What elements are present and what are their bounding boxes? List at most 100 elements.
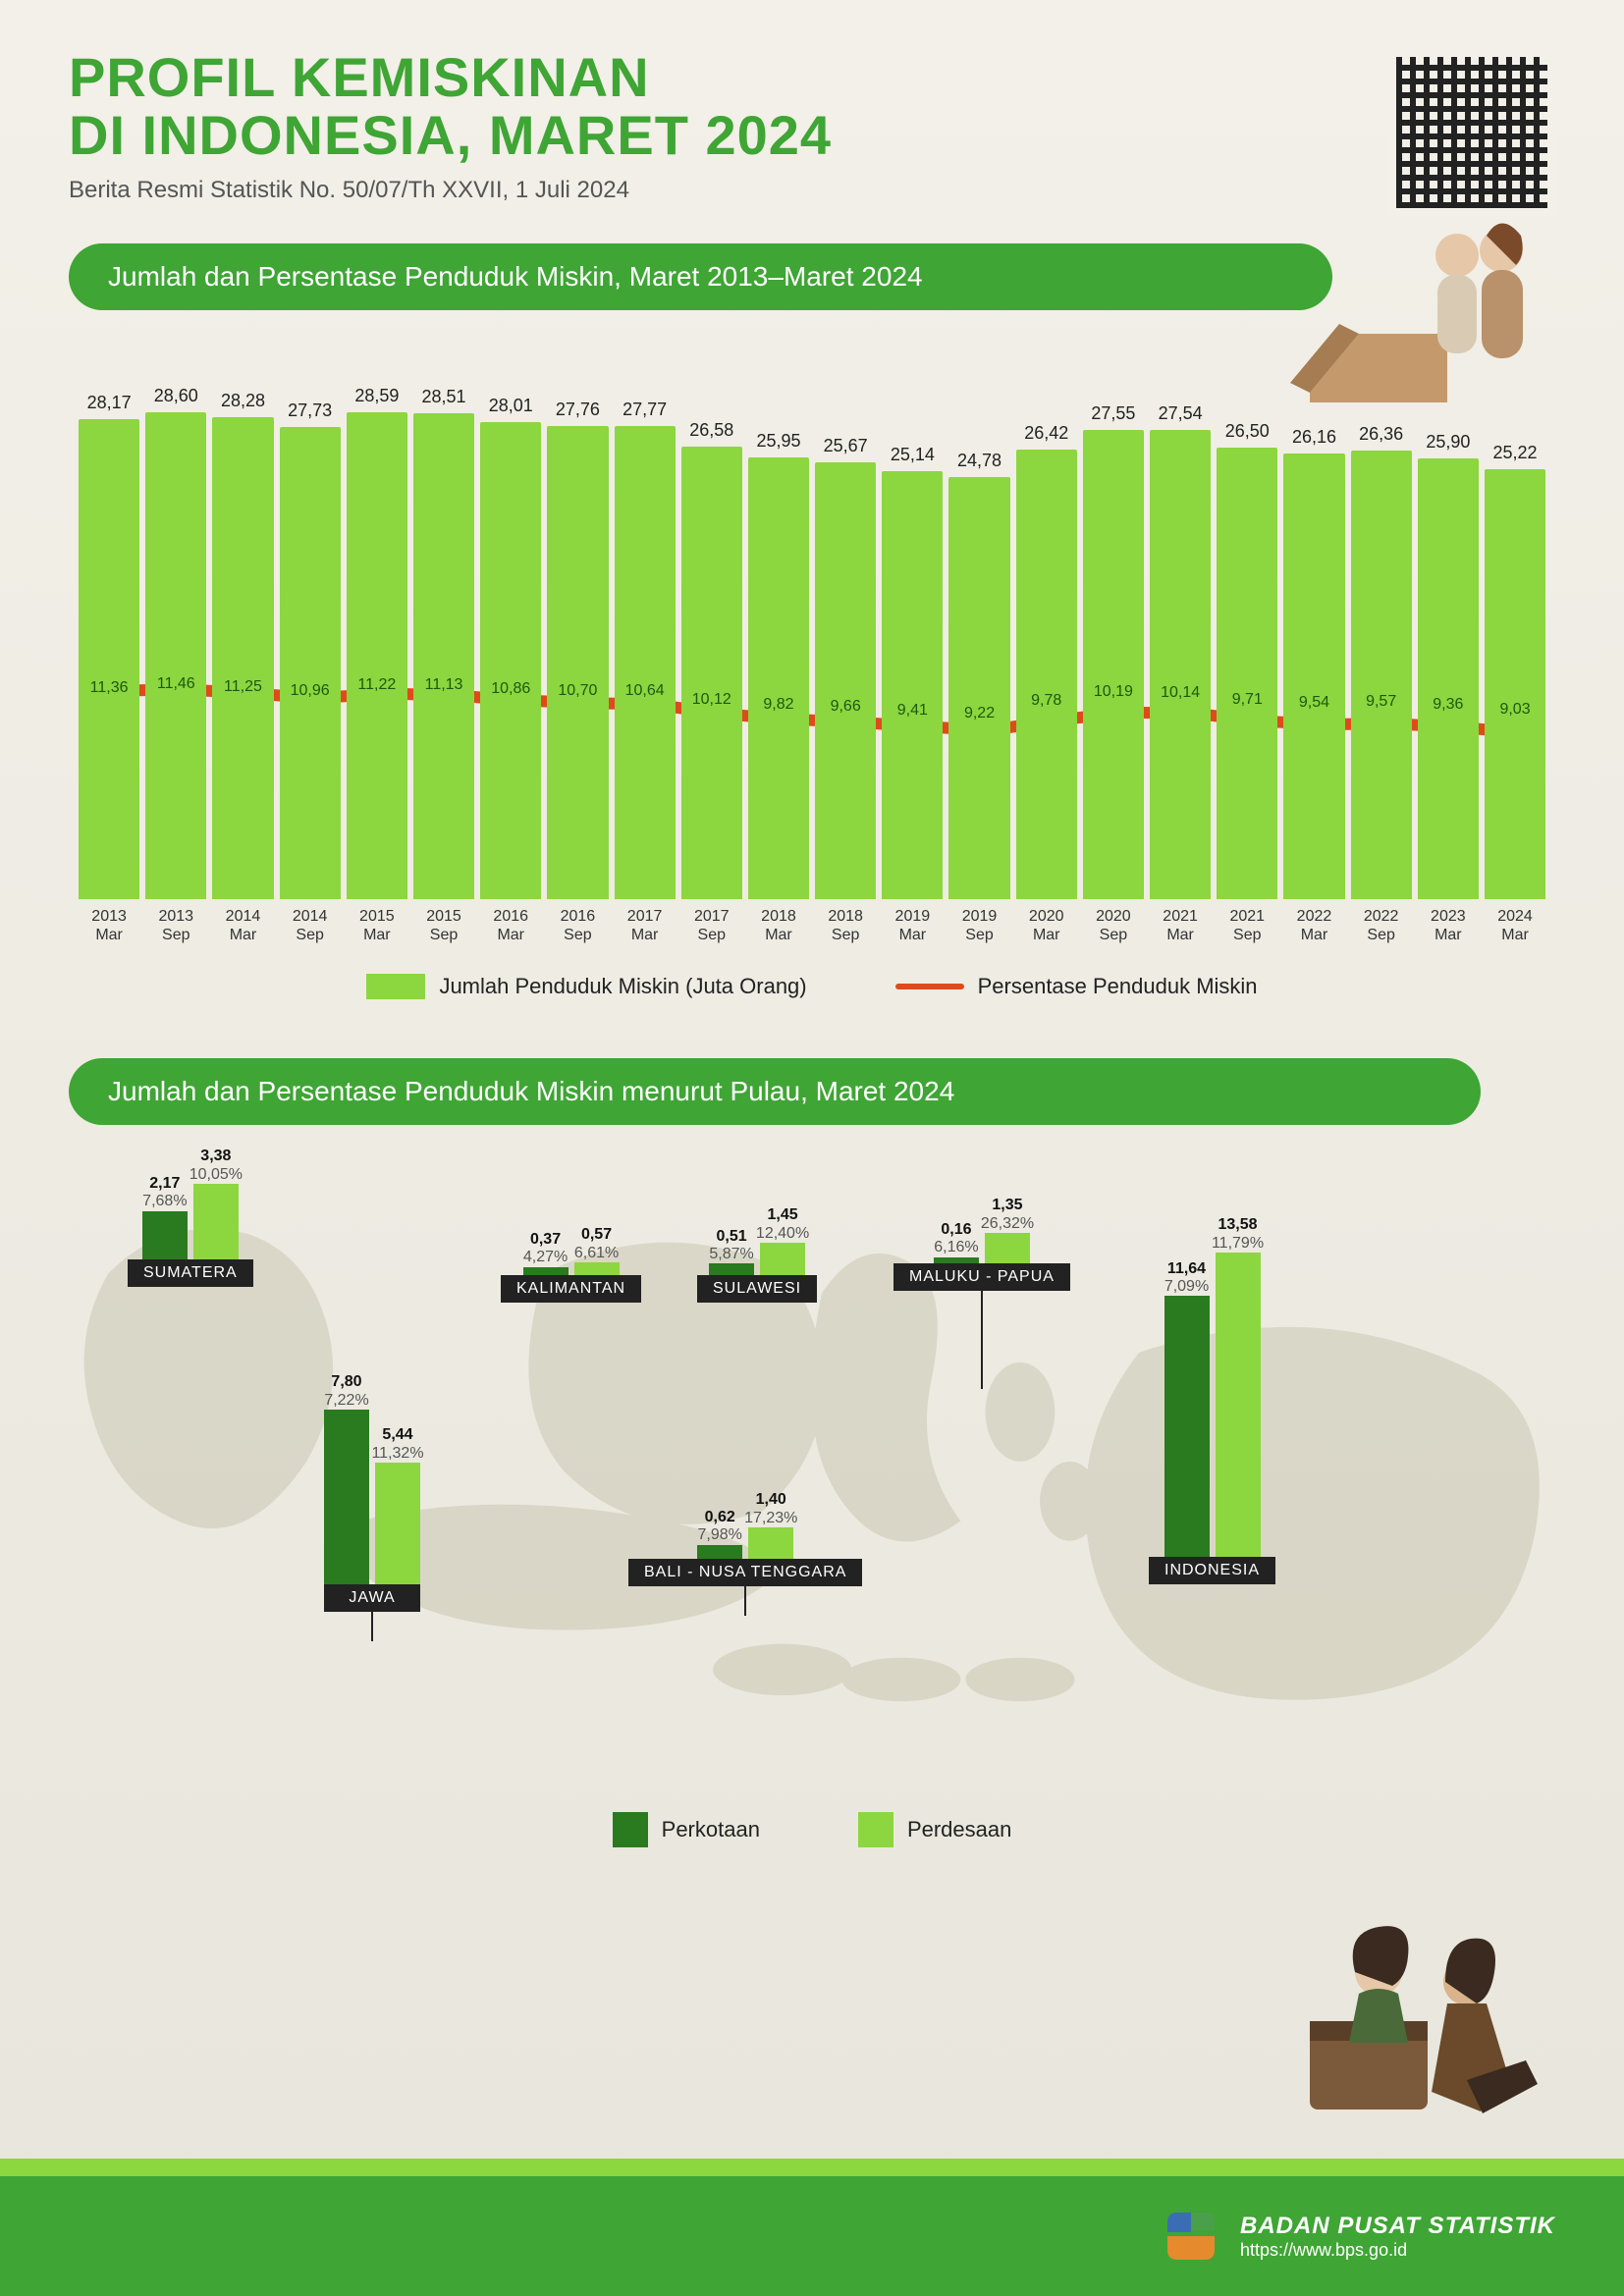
- legend-urban-label: Perkotaan: [662, 1817, 760, 1842]
- page-title: PROFIL KEMISKINAN DI INDONESIA, MARET 20…: [69, 49, 1555, 165]
- chart1-bars: 28,1711,3628,6011,4628,2811,2527,7310,96…: [69, 349, 1555, 899]
- chart1-bar: 9,03: [1485, 469, 1545, 898]
- header: PROFIL KEMISKINAN DI INDONESIA, MARET 20…: [69, 49, 1555, 204]
- chart1-bar-col: 26,509,71: [1217, 421, 1277, 898]
- legend-urban: Perkotaan: [613, 1812, 760, 1847]
- footer-strip: [0, 2159, 1624, 2176]
- qr-code-icon: [1388, 49, 1555, 216]
- chart1-bar-top-value: 27,55: [1091, 403, 1135, 424]
- chart1-bar-mid-value: 9,54: [1299, 694, 1329, 712]
- island-bars: 0,515,87%1,4512,40%: [709, 1243, 805, 1275]
- island-bar-light: 3,3810,05%: [193, 1184, 239, 1259]
- chart1-xlabel: 2013Sep: [145, 907, 206, 944]
- chart1-bar-mid-value: 9,71: [1232, 691, 1263, 709]
- island-bar-light: 1,4512,40%: [760, 1243, 805, 1275]
- chart1-bar: 9,71: [1217, 448, 1277, 898]
- island-chart-sulawesi: 0,515,87%1,4512,40%SULAWESI: [697, 1243, 817, 1303]
- legend-bar-swatch: [366, 974, 425, 999]
- chart1-xlabel: 2023Mar: [1418, 907, 1479, 944]
- island-bar-label: 0,627,98%: [698, 1509, 742, 1545]
- island-bar-light: 5,4411,32%: [375, 1463, 420, 1584]
- island-bar-label: 3,3810,05%: [189, 1148, 243, 1184]
- legend-rural: Perdesaan: [858, 1812, 1011, 1847]
- section2: Jumlah dan Persentase Penduduk Miskin me…: [69, 1058, 1555, 1847]
- chart1-bar-mid-value: 9,57: [1366, 693, 1396, 711]
- chart1-bar: 11,46: [145, 412, 206, 899]
- chart1-bar: 11,13: [413, 413, 474, 898]
- chart1-bar: 10,14: [1150, 430, 1211, 898]
- chart1-bar: 9,78: [1016, 450, 1077, 899]
- chart1-bar-col: 25,959,82: [748, 431, 809, 899]
- island-bar-label: 11,647,09%: [1164, 1260, 1209, 1297]
- legend-urban-swatch: [613, 1812, 648, 1847]
- chart1-bar-top-value: 28,60: [154, 386, 198, 406]
- chart1-bar: 11,22: [347, 412, 407, 899]
- chart1-bar-top-value: 27,54: [1159, 403, 1203, 424]
- chart1-bar-mid-value: 10,70: [558, 682, 597, 700]
- chart1-bar: 9,41: [882, 471, 943, 899]
- chart1-bar-col: 28,59 11,22: [347, 386, 407, 899]
- chart1-bar-top-value: 27,76: [556, 400, 600, 420]
- infographic-page: PROFIL KEMISKINAN DI INDONESIA, MARET 20…: [0, 0, 1624, 2296]
- island-bars: 0,166,16%1,3526,32%: [934, 1233, 1030, 1263]
- chart1-bar-col: 25,679,66: [815, 436, 876, 899]
- chart1-bar-col: 28,0110,86: [480, 396, 541, 899]
- island-bars: 2,177,68%3,3810,05%: [142, 1184, 239, 1259]
- chart1-bar-col: 26,429,78: [1016, 423, 1077, 899]
- chart1-bar-col: 28,1711,36: [79, 393, 139, 898]
- chart1-bar-mid-value: 9,03: [1499, 701, 1530, 719]
- chart1-xlabel: 2019Sep: [948, 907, 1009, 944]
- chart1-xlabel: 2016Mar: [480, 907, 541, 944]
- chart1-bar-top-value: 26,16: [1292, 427, 1336, 448]
- island-bar-label: 0,576,61%: [574, 1226, 619, 1262]
- chart1-xlabel: 2013Mar: [79, 907, 139, 944]
- chart1-bar-top-value: 28,59: [354, 386, 399, 406]
- chart1-bar-top-value: 26,36: [1359, 424, 1403, 445]
- bps-logo-icon: [1162, 2207, 1220, 2266]
- chart1-bar-col: 26,16 9,54: [1283, 427, 1344, 898]
- island-chart-bali-nusa-tenggara: 0,627,98%1,4017,23%BALI - NUSA TENGGARA: [628, 1527, 862, 1616]
- chart1-bar-col: 26,36 9,57: [1351, 424, 1412, 899]
- chart1-bar-col: 26,5810,12: [681, 420, 742, 899]
- island-bars: 0,374,27%0,576,61%: [523, 1262, 620, 1275]
- island-name-label: JAWA: [324, 1584, 420, 1612]
- island-name-label: INDONESIA: [1149, 1557, 1275, 1584]
- chart1-bar-col: 28,2811,25: [212, 391, 273, 898]
- island-bars: 11,647,09%13,5811,79%: [1164, 1253, 1261, 1557]
- chart1-bar-top-value: 24,78: [957, 451, 1001, 471]
- island-name-label: MALUKU - PAPUA: [893, 1263, 1070, 1291]
- island-bar-dark: 0,374,27%: [523, 1267, 568, 1275]
- island-chart-indonesia: 11,647,09%13,5811,79%INDONESIA: [1149, 1253, 1275, 1584]
- title-line1: PROFIL KEMISKINAN: [69, 46, 650, 108]
- chart1-xlabel: 2021Mar: [1150, 907, 1211, 944]
- chart1-bar-mid-value: 10,12: [692, 691, 731, 709]
- chart1-bar-col: 27,5510,19: [1083, 403, 1144, 899]
- chart1-xlabel: 2014Sep: [280, 907, 341, 944]
- chart1-bar: 10,86: [480, 422, 541, 899]
- chart1-xlabel: 2022Sep: [1351, 907, 1412, 944]
- island-chart-kalimantan: 0,374,27%0,576,61%KALIMANTAN: [501, 1262, 641, 1303]
- chart1-bar: 10,70: [547, 426, 608, 898]
- chart1-xlabel: 2017Sep: [681, 907, 742, 944]
- chart1-bar: 10,64: [615, 426, 676, 898]
- island-pointer: [981, 1291, 983, 1389]
- chart1-bar-col: 27,54 10,14: [1150, 403, 1211, 898]
- legend-line: Persentase Penduduk Miskin: [895, 974, 1258, 999]
- chart1-bar-mid-value: 11,13: [425, 676, 463, 694]
- chart1-bar-col: 28,60 11,46: [145, 386, 206, 899]
- footer-band: BADAN PUSAT STATISTIK https://www.bps.go…: [0, 2176, 1624, 2296]
- chart1-bar-mid-value: 9,22: [964, 705, 995, 722]
- footer: BADAN PUSAT STATISTIK https://www.bps.go…: [0, 2159, 1624, 2296]
- chart1-bar: 9,82: [748, 457, 809, 899]
- chart2-map-area: 2,177,68%3,3810,05%SUMATERA7,807,22%5,44…: [69, 1154, 1555, 1783]
- chart1-bar-mid-value: 10,14: [1161, 684, 1200, 702]
- chart2-legend: Perkotaan Perdesaan: [69, 1812, 1555, 1847]
- legend-line-swatch: [895, 984, 964, 989]
- island-bar-light: 1,3526,32%: [985, 1233, 1030, 1263]
- chart1-bar-mid-value: 9,78: [1031, 692, 1061, 710]
- chart1-bar-mid-value: 10,86: [491, 680, 530, 698]
- chart1-bar: 9,57: [1351, 451, 1412, 899]
- island-bar-label: 1,4017,23%: [744, 1491, 797, 1527]
- island-bar-dark: 7,807,22%: [324, 1410, 369, 1584]
- chart1-bar-mid-value: 9,36: [1433, 696, 1463, 714]
